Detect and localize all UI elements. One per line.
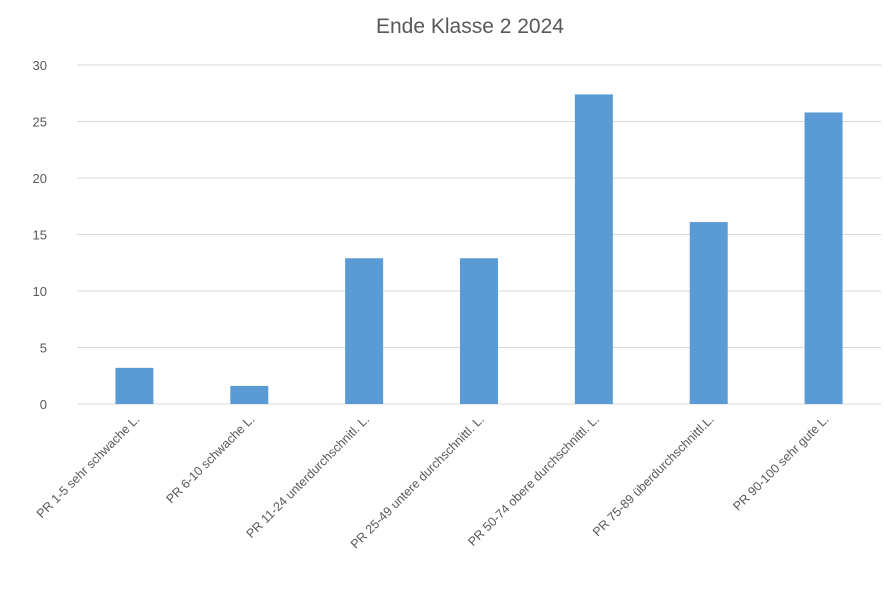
bars xyxy=(115,94,843,405)
bar xyxy=(345,258,384,404)
x-tick-label: PR 6-10 schwache L. xyxy=(163,412,257,506)
y-tick-label: 15 xyxy=(33,228,47,243)
x-tick-label: PR 90-100 sehr gute L. xyxy=(730,412,831,513)
y-tick-label: 30 xyxy=(33,58,47,73)
x-tick-label: PR 25-49 untere durchschnittl. L. xyxy=(348,412,487,551)
bar xyxy=(460,258,498,404)
y-tick-label: 20 xyxy=(33,171,47,186)
bar xyxy=(115,367,154,404)
x-tick-label: PR 50-74 obere durchschnittl. L. xyxy=(465,412,602,549)
y-tick-label: 25 xyxy=(33,115,47,130)
y-axis-ticks: 0 5 10 15 20 25 30 xyxy=(33,58,47,412)
bar xyxy=(689,222,728,404)
chart-title: Ende Klasse 2 2024 xyxy=(376,15,564,38)
bar xyxy=(230,385,269,404)
x-tick-label: PR 11-24 unterdurchschnitl. L. xyxy=(244,412,373,541)
x-tick-label: PR 75-89 überdurchschnittl.L. xyxy=(590,412,717,539)
bar xyxy=(574,94,613,404)
y-tick-label: 0 xyxy=(40,397,47,412)
x-axis-labels: PR 1-5 sehr schwache L. PR 6-10 schwache … xyxy=(34,412,832,551)
y-tick-label: 5 xyxy=(40,341,47,356)
x-tick-label: PR 1-5 sehr schwache L. xyxy=(34,412,143,521)
bar xyxy=(804,112,843,405)
y-tick-label: 10 xyxy=(33,284,47,299)
